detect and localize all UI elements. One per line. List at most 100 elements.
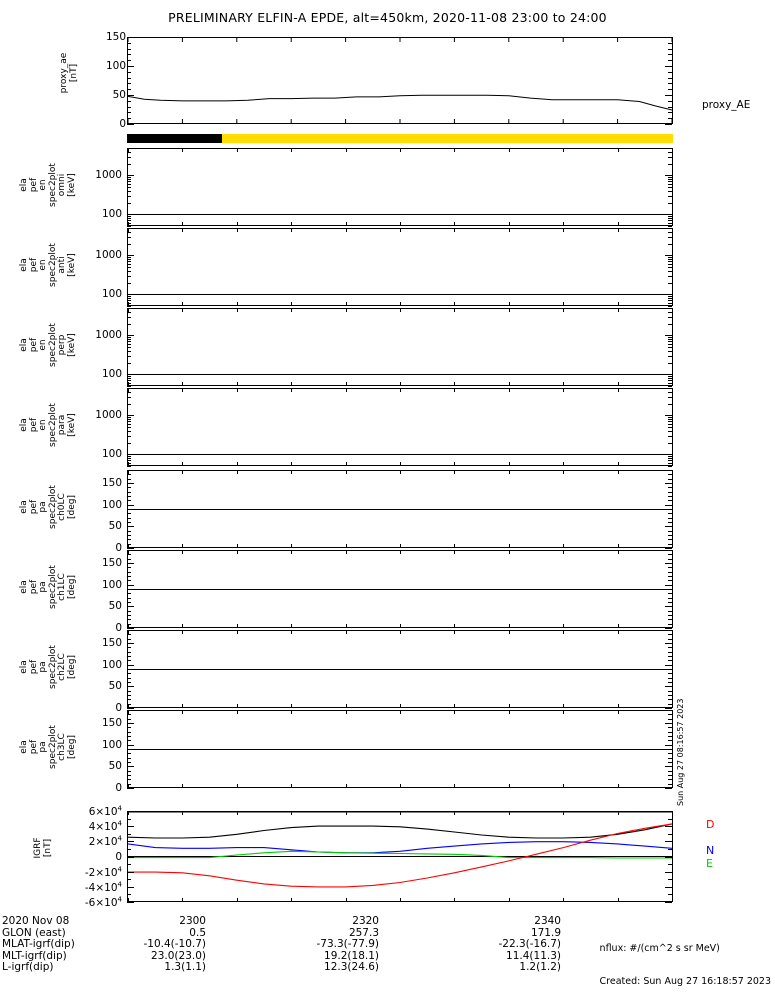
xtick-mark [617,228,619,232]
axis-label-value: 11.4(11.3) [506,949,561,962]
ytick-label: 100 [101,498,122,511]
ytick-mark [127,66,134,67]
ytick-label: 100 [105,60,126,72]
ytick-mark [127,156,131,158]
xtick-mark [672,710,673,714]
ytick-mark [127,513,131,515]
ytick-mark [668,695,672,696]
ytick-mark [668,100,672,102]
xtick-mark [128,898,129,902]
ytick-mark [668,298,672,300]
ytick-mark [668,656,672,657]
spectrogram-baseline [128,294,672,296]
xtick-mark [236,811,238,815]
xtick-mark [563,784,565,788]
ytick-mark [665,886,672,888]
ytick-mark [665,584,672,586]
xtick-mark [400,624,401,628]
ytick-mark [668,243,672,245]
xtick-mark [345,222,347,226]
xtick-mark [617,308,619,312]
ylabel-line: [nT] [68,63,79,83]
xtick-mark [182,228,184,232]
ytick-label: -6×104 [84,895,122,909]
xtick-mark [128,704,129,708]
ytick-mark [668,300,672,302]
ytick-mark [127,690,131,692]
ytick-mark [668,740,672,742]
ytick-mark [665,335,672,337]
ytick-mark [668,749,672,750]
axis-label-value: 1.3(1.1) [164,961,206,974]
ytick-mark [668,651,672,653]
ytick-mark [668,267,672,268]
ytick-mark [127,124,134,125]
ytick-mark [668,421,672,423]
ytick-mark [127,306,131,307]
spectrogram-baseline [128,374,672,376]
ytick-label: 50 [108,760,122,773]
xtick-mark [454,811,456,815]
xtick-mark [291,222,293,226]
pa-baseline [128,589,672,590]
ytick-mark [127,522,131,523]
ytick-mark [127,656,131,657]
xtick-mark [563,228,565,232]
ytick-mark [127,775,131,776]
ytick-mark [668,181,672,183]
xtick-mark [345,382,347,386]
ytick-mark [668,718,672,720]
ytick-label: 150 [101,557,122,569]
ytick-mark [127,417,131,419]
ytick-mark [127,263,131,265]
ytick-mark [668,634,672,636]
xtick-mark [236,302,238,306]
ytick-mark [127,871,134,873]
ytick-mark [668,462,672,464]
ytick-mark [668,466,672,467]
xtick-mark [182,388,184,392]
ytick-mark [127,826,134,828]
ytick-mark [668,558,672,560]
xtick-mark [672,811,673,815]
ytick-mark [668,343,672,345]
xtick-mark [182,550,184,554]
xtick-mark [400,382,401,386]
xtick-mark [345,470,347,474]
ytick-mark [668,500,672,502]
ytick-mark [127,311,131,313]
ytick-mark [127,615,131,616]
ytick-mark [127,584,134,586]
xtick-mark [563,462,565,466]
ytick-mark [127,382,131,384]
ytick-label: 50 [108,520,122,533]
xtick-mark [345,544,347,548]
xtick-mark [672,704,673,708]
xtick-mark [236,898,238,902]
ytick-mark [668,554,672,556]
xtick-mark [345,704,347,708]
xtick-mark [508,388,510,392]
ytick-mark [668,567,672,569]
xtick-mark [400,811,401,815]
ytick-mark [668,380,672,382]
xtick-mark [182,222,184,226]
ytick-label: 100 [101,738,122,751]
xtick-mark [454,630,456,634]
ytick-mark [668,442,672,444]
ytick-label: 1000 [95,329,122,342]
ytick-mark [127,703,131,705]
ytick-mark [127,341,131,343]
ytick-mark [127,179,131,181]
xtick-mark [508,382,510,386]
xtick-mark [128,462,129,466]
xtick-mark [400,148,401,152]
ytick-mark [668,517,672,519]
ytick-mark [127,396,131,398]
ytick-mark [127,302,131,304]
xtick-mark [345,630,347,634]
xtick-mark [672,784,673,788]
ytick-mark [668,714,672,716]
ytick-mark [668,619,672,621]
ytick-mark [668,190,672,192]
